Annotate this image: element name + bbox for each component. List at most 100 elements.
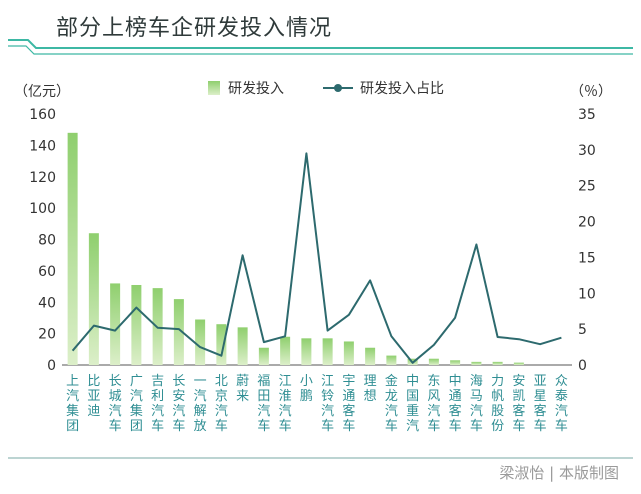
category-char: 亚	[87, 389, 100, 404]
legend-line-marker	[334, 84, 342, 92]
page-title: 部分上榜车企研发投入情况	[56, 16, 333, 41]
bar	[131, 284, 142, 365]
deco-line-bottom	[8, 45, 633, 55]
bar	[365, 347, 376, 365]
category-char: 汽	[470, 404, 483, 419]
category-char: 海	[470, 374, 483, 389]
bar	[195, 319, 206, 365]
legend-bar-label: 研发投入	[228, 81, 284, 97]
y-left-tick-label: 80	[38, 233, 56, 249]
category-char: 宇	[342, 374, 355, 389]
category-char: 迪	[87, 404, 100, 419]
y-left-tick-label: 60	[38, 264, 56, 280]
y-right-tick-label: 25	[578, 179, 596, 195]
category-char: 帆	[491, 389, 504, 404]
category-char: 汽	[427, 404, 440, 419]
category-char: 汽	[130, 389, 143, 404]
category-char: 来	[236, 389, 249, 404]
category-char: 汽	[151, 404, 164, 419]
category-char: 蔚	[236, 374, 249, 389]
bar	[173, 299, 184, 365]
category-char: 淮	[279, 389, 292, 404]
category-char: 小	[300, 374, 313, 389]
category-char: 汽	[555, 404, 568, 419]
bar	[280, 336, 291, 365]
category-char: 车	[215, 418, 228, 434]
bar	[322, 338, 333, 365]
category-char: 铃	[321, 389, 334, 404]
bar	[386, 355, 397, 365]
category-char: 股	[491, 404, 504, 419]
category-char: 集	[130, 403, 143, 419]
legend-line-label: 研发投入占比	[360, 81, 444, 97]
category-char: 江	[279, 374, 292, 389]
category-label: 小鹏	[300, 374, 313, 404]
category-char: 上	[66, 374, 79, 389]
category-labels: 上汽集团比亚迪长城汽车广汽集团吉利汽车长安汽车一汽解放北京汽车蔚来福田汽车江淮汽…	[66, 373, 568, 434]
bar	[428, 358, 439, 365]
legend: 研发投入 研发投入占比	[208, 81, 444, 97]
category-char: 解	[194, 404, 207, 419]
category-char: 放	[194, 419, 207, 434]
category-char: 通	[342, 389, 355, 404]
category-char: 团	[66, 419, 79, 434]
category-char: 车	[279, 418, 292, 434]
bar	[450, 360, 461, 365]
category-char: 车	[385, 418, 398, 434]
bar	[258, 347, 269, 365]
category-char: 北	[215, 374, 228, 389]
category-char: 车	[172, 418, 185, 434]
category-char: 车	[151, 418, 164, 434]
y-right-tick-label: 30	[578, 143, 596, 159]
credit-text: 梁淑怡 | 本版制图	[499, 464, 619, 482]
bar	[513, 362, 524, 365]
y-right-tick-label: 0	[578, 358, 587, 374]
y-right-tick-label: 10	[578, 286, 596, 302]
category-char: 安	[172, 389, 185, 404]
y-right-tick-label: 5	[578, 322, 587, 338]
category-char: 安	[512, 374, 525, 389]
category-char: 泰	[555, 389, 568, 404]
category-char: 比	[87, 374, 100, 389]
bar	[471, 361, 482, 365]
y-right-tick-label: 15	[578, 250, 596, 266]
category-char: 客	[449, 403, 462, 419]
y-left-tick-label: 40	[38, 295, 56, 311]
ratio-line	[71, 152, 562, 364]
bar	[301, 338, 312, 365]
y-right-unit: （％）	[570, 84, 612, 100]
category-char: 车	[449, 418, 462, 434]
category-char: 汽	[215, 404, 228, 419]
category-char: 广	[130, 374, 143, 389]
category-char: 力	[491, 374, 504, 389]
category-char: 中	[449, 374, 462, 389]
category-char: 想	[364, 388, 377, 404]
legend-bar-swatch	[208, 81, 220, 95]
category-char: 理	[364, 374, 377, 389]
category-char: 江	[321, 374, 334, 389]
category-char: 城	[109, 389, 122, 404]
category-char: 车	[427, 418, 440, 434]
category-char: 凯	[512, 389, 525, 404]
category-char: 吉	[151, 374, 164, 389]
category-char: 鹏	[300, 389, 313, 404]
category-char: 汽	[194, 389, 207, 404]
category-char: 国	[406, 389, 419, 404]
category-char: 利	[151, 389, 164, 404]
category-char: 汽	[109, 404, 122, 419]
category-char: 长	[172, 374, 185, 389]
y-right-tick-label: 20	[578, 215, 596, 231]
